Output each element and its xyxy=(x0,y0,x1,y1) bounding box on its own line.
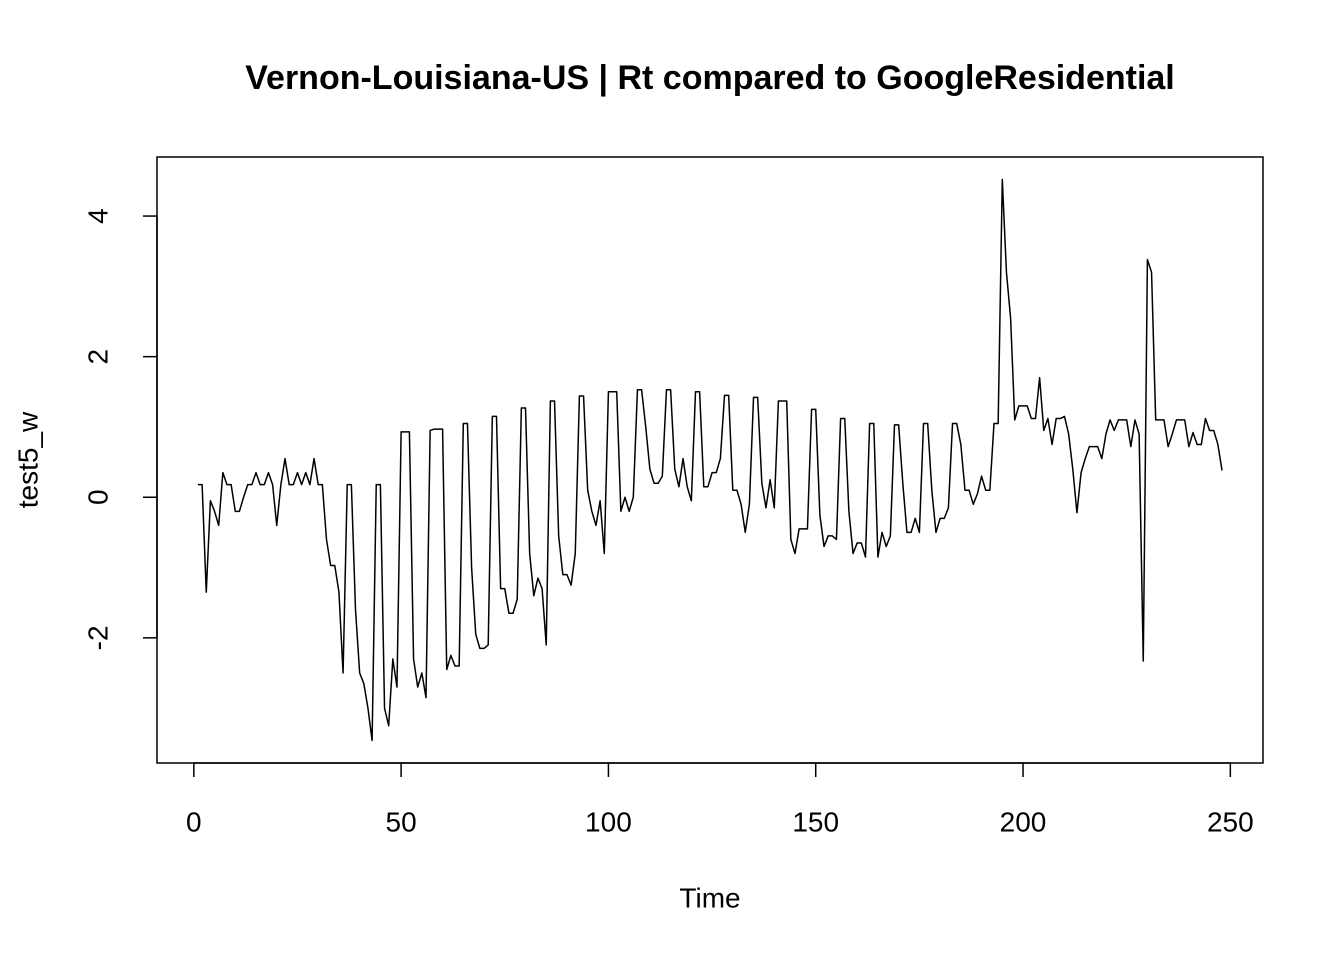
plot-frame xyxy=(156,156,1264,764)
x-tick-label: 250 xyxy=(1207,806,1254,837)
y-tick-label: 0 xyxy=(82,489,113,505)
y-tick-label: 2 xyxy=(82,349,113,365)
y-tick-label: -2 xyxy=(82,625,113,650)
x-tick-label: 0 xyxy=(186,806,202,837)
x-axis-label: Time xyxy=(679,882,740,913)
y-axis-label: test5_w xyxy=(12,411,43,508)
x-tick-label: 200 xyxy=(1000,806,1047,837)
data-line xyxy=(197,178,1223,742)
y-tick-label: 4 xyxy=(82,208,113,224)
chart-title: Vernon-Louisiana-US | Rt compared to Goo… xyxy=(245,59,1175,97)
x-tick-label: 150 xyxy=(792,806,839,837)
x-tick-label: 100 xyxy=(585,806,632,837)
x-tick-label: 50 xyxy=(386,806,417,837)
